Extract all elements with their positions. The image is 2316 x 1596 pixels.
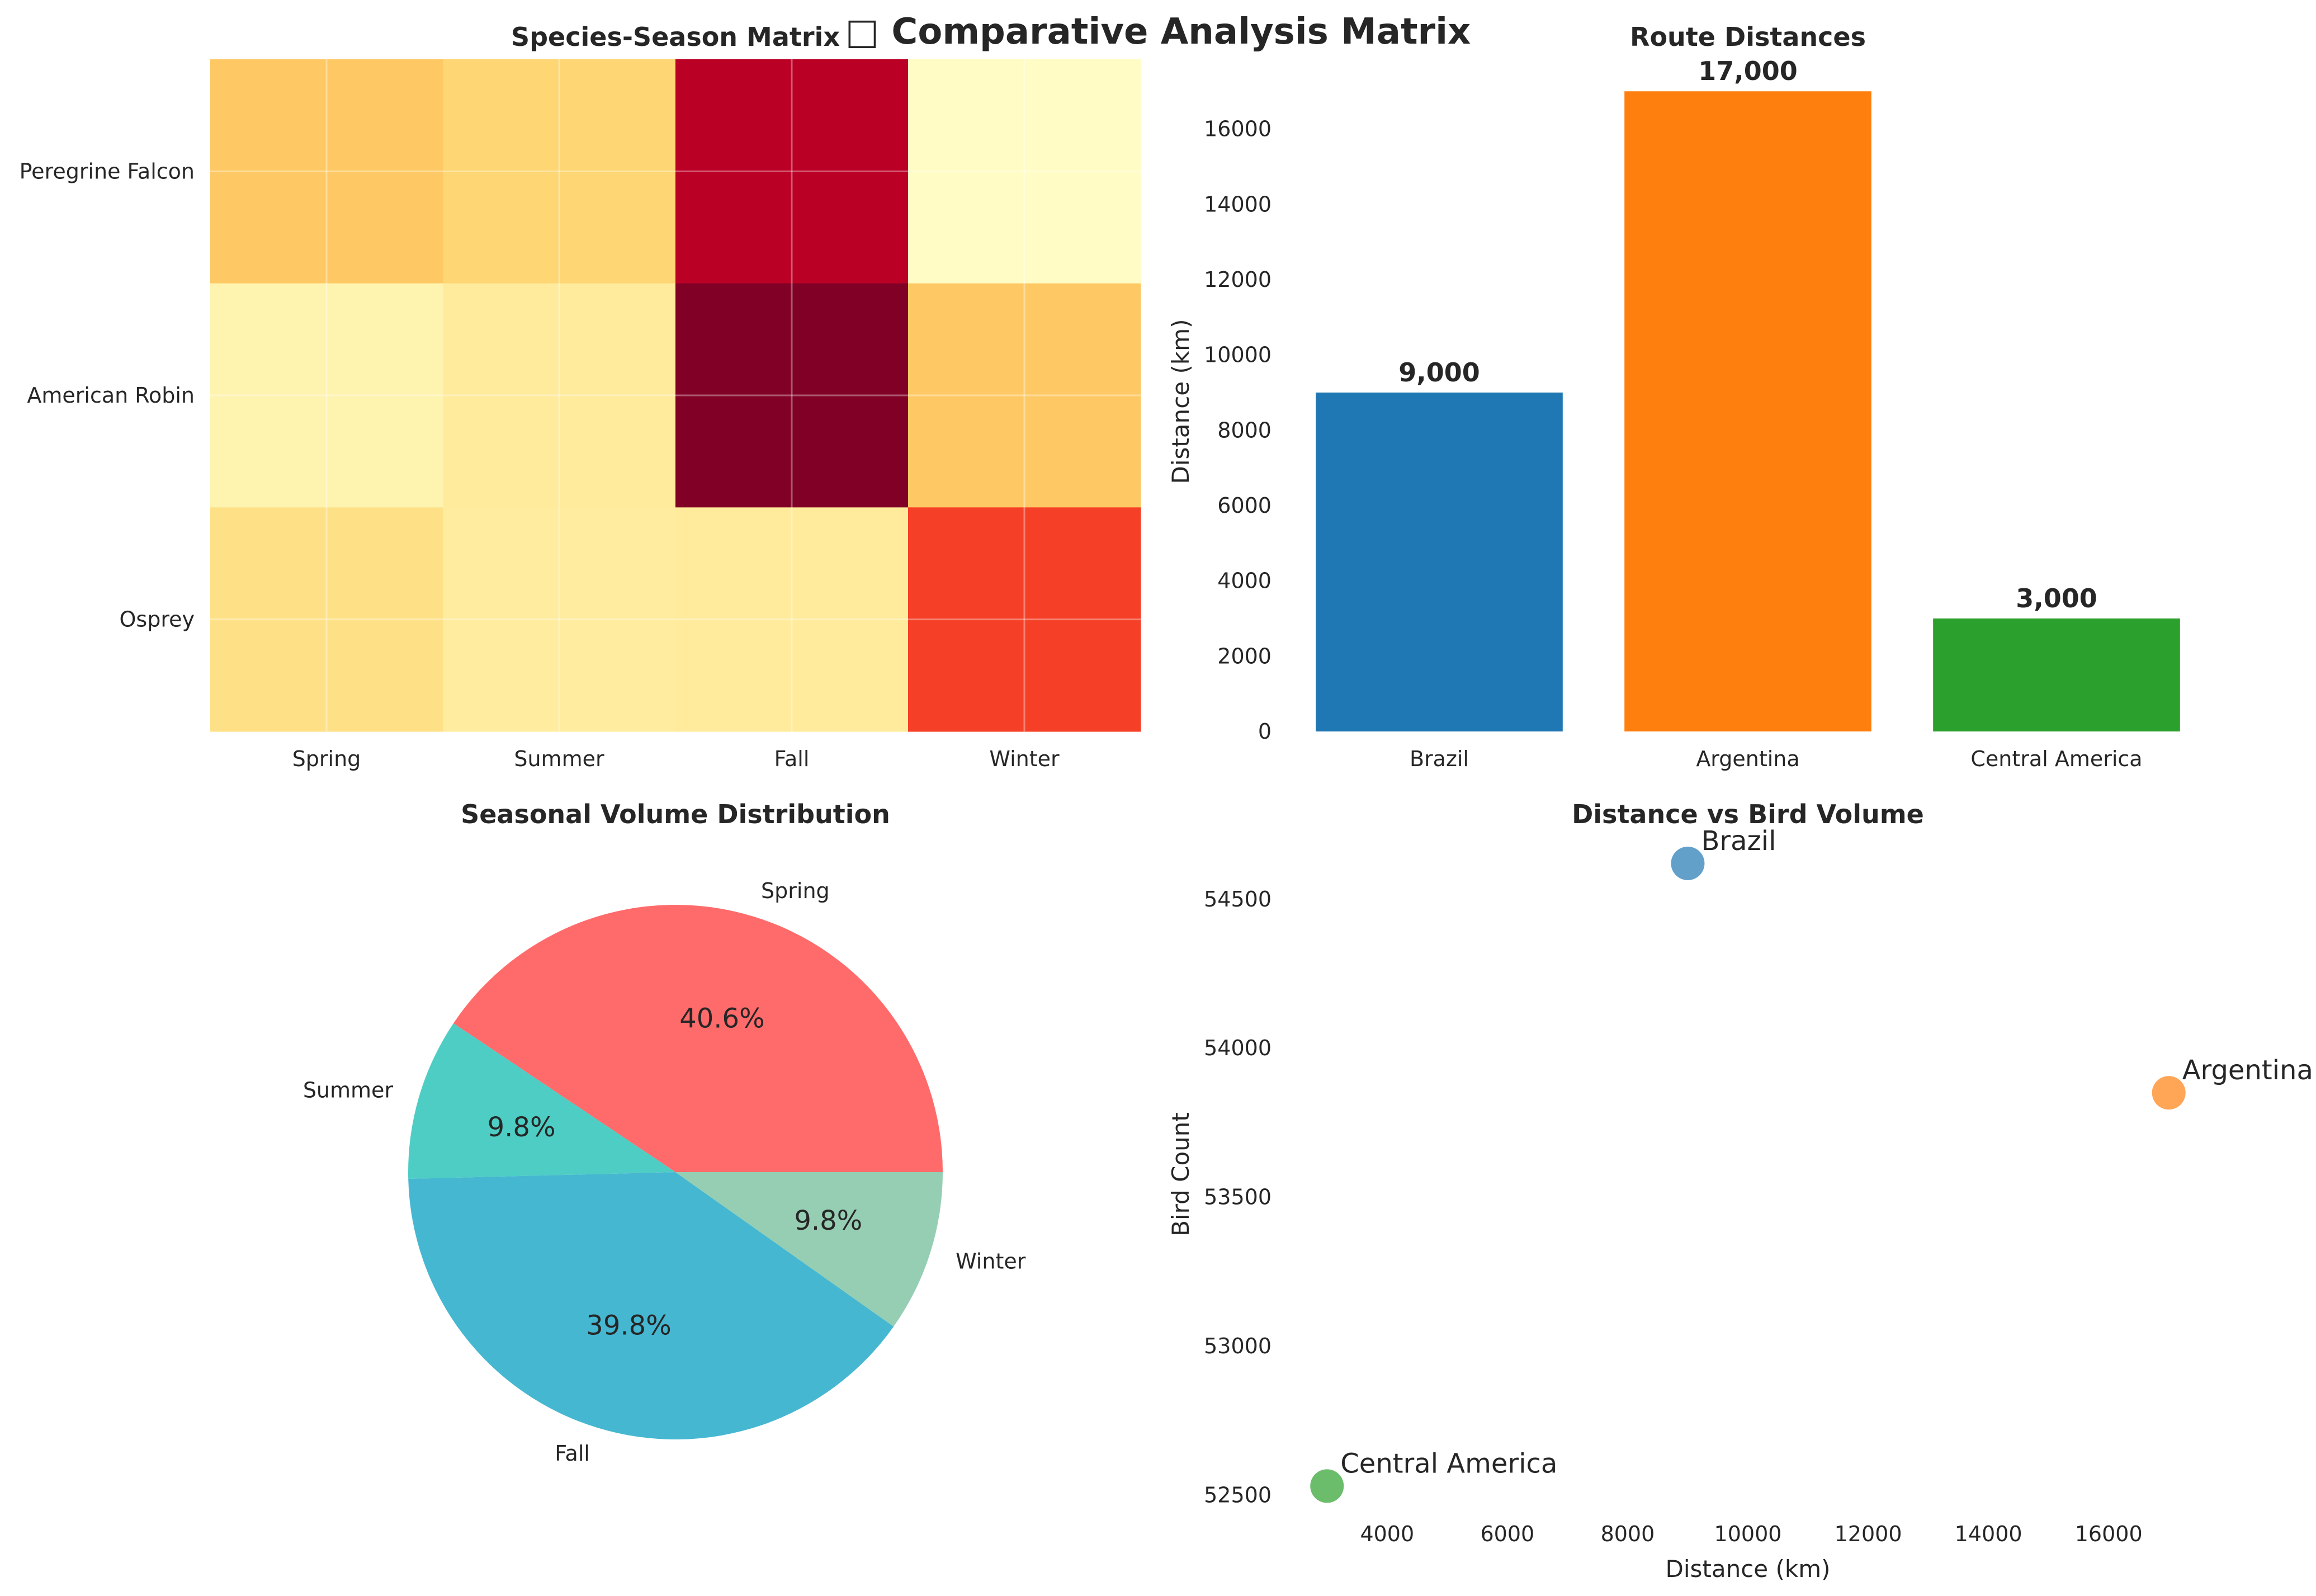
scatter-xlabel: Distance (km) <box>1665 1555 1830 1583</box>
heatmap-column-label: Fall <box>774 747 810 771</box>
pie-chart-title: Seasonal Volume Distribution <box>461 799 890 829</box>
bar-y-tick-label: 12000 <box>1204 267 1272 292</box>
bar-y-tick-label: 0 <box>1258 719 1272 744</box>
route-distances-bar-chart: Route Distances Distance (km) 0 2000 4000 6… <box>1167 22 2180 771</box>
bar-chart-title: Route Distances <box>1630 22 1866 52</box>
heatmap-title: Species-Season Matrix <box>511 22 840 52</box>
scatter-x-tick-label: 14000 <box>1955 1522 2022 1546</box>
heatmap-row-label: Peregrine Falcon <box>20 159 195 183</box>
scatter-y-tick-label: 52500 <box>1204 1482 1272 1507</box>
scatter-point <box>2152 1076 2186 1110</box>
heatmap-cell <box>675 59 909 284</box>
bar-y-tick-label: 10000 <box>1204 343 1272 367</box>
heatmap-column-label: Summer <box>514 747 604 771</box>
heatmap-column-label: Winter <box>989 747 1060 771</box>
heatmap-cell <box>210 507 443 732</box>
heatmap-cell <box>210 59 443 284</box>
seasonal-volume-pie-chart: Seasonal Volume Distribution Spring 40.6%… <box>303 799 1026 1466</box>
pie-slice-label: Spring <box>761 879 830 903</box>
scatter-x-tick-label: 12000 <box>1835 1522 1902 1546</box>
scatter-point-label: Argentina <box>2182 1055 2313 1086</box>
bar-y-tick-label: 4000 <box>1217 569 1272 593</box>
bar-value-label: 9,000 <box>1398 357 1480 388</box>
pie-slice-label: Fall <box>555 1441 590 1466</box>
scatter-y-tick-label: 53000 <box>1204 1334 1272 1358</box>
heatmap-cell <box>210 283 443 508</box>
pie-percent-label: 39.8% <box>586 1310 671 1341</box>
scatter-x-tick-label: 10000 <box>1714 1522 1782 1546</box>
heatmap-row-label: American Robin <box>27 383 195 408</box>
scatter-x-tick-label: 16000 <box>2075 1522 2143 1546</box>
pie-percent-label: 40.6% <box>679 1003 764 1035</box>
scatter-point <box>1671 846 1705 880</box>
scatter-title: Distance vs Bird Volume <box>1572 799 1924 829</box>
scatter-ylabel: Bird Count <box>1167 1112 1194 1236</box>
bar-y-tick-label: 14000 <box>1204 192 1272 216</box>
scatter-y-tick-label: 54500 <box>1204 887 1272 912</box>
pie-slice-label: Winter <box>956 1249 1026 1273</box>
scatter-x-tick-label: 4000 <box>1360 1522 1414 1546</box>
bar-y-tick-label: 16000 <box>1204 117 1272 141</box>
heatmap-cell <box>908 507 1141 732</box>
heatmap-cell <box>443 59 676 284</box>
pie-slice <box>675 1172 943 1327</box>
pie-slice <box>453 905 943 1172</box>
bar <box>1316 392 1563 731</box>
bar-chart-ylabel: Distance (km) <box>1167 319 1194 484</box>
scatter-y-tick-label: 54000 <box>1204 1036 1272 1060</box>
scatter-point <box>1310 1469 1344 1503</box>
heatmap-row-label: Osprey <box>120 607 195 632</box>
scatter-y-tick-label: 53500 <box>1204 1185 1272 1210</box>
heatmap-cell <box>675 283 909 508</box>
heatmap-cell <box>675 507 909 732</box>
pie-slice-label: Summer <box>303 1078 394 1102</box>
bar-y-tick-label: 8000 <box>1217 418 1272 442</box>
bar-value-label: 3,000 <box>2016 583 2097 613</box>
bar-y-tick-label: 2000 <box>1217 644 1272 668</box>
bar-y-tick-label: 6000 <box>1217 493 1272 518</box>
scatter-x-tick-label: 6000 <box>1481 1522 1535 1546</box>
heatmap-cell <box>443 283 676 508</box>
pie-percent-label: 9.8% <box>794 1205 862 1236</box>
figure-title: □ Comparative Analysis Matrix <box>845 11 1471 53</box>
heatmap-column-label: Spring <box>292 747 361 771</box>
bar <box>1933 618 2180 731</box>
bar <box>1624 91 1871 732</box>
scatter-point-label: Central America <box>1340 1448 1557 1479</box>
bar-value-label: 17,000 <box>1698 56 1798 86</box>
pie-slice <box>408 1023 675 1179</box>
bar-category-label: Brazil <box>1410 747 1469 771</box>
distance-vs-volume-scatter: Distance vs Bird Volume Distance (km) Bi… <box>1167 799 2313 1583</box>
species-season-heatmap: Species-Season Matrix Peregrine Falcon Am… <box>20 22 1141 771</box>
heatmap-cell <box>908 59 1141 284</box>
scatter-point-label: Brazil <box>1701 825 1776 857</box>
scatter-x-tick-label: 8000 <box>1601 1522 1655 1546</box>
pie-slice <box>408 1172 894 1440</box>
heatmap-cell <box>908 283 1141 508</box>
heatmap-cell <box>443 507 676 732</box>
bar-category-label: Argentina <box>1696 747 1799 771</box>
pie-percent-label: 9.8% <box>488 1112 556 1143</box>
bar-category-label: Central America <box>1970 747 2142 771</box>
